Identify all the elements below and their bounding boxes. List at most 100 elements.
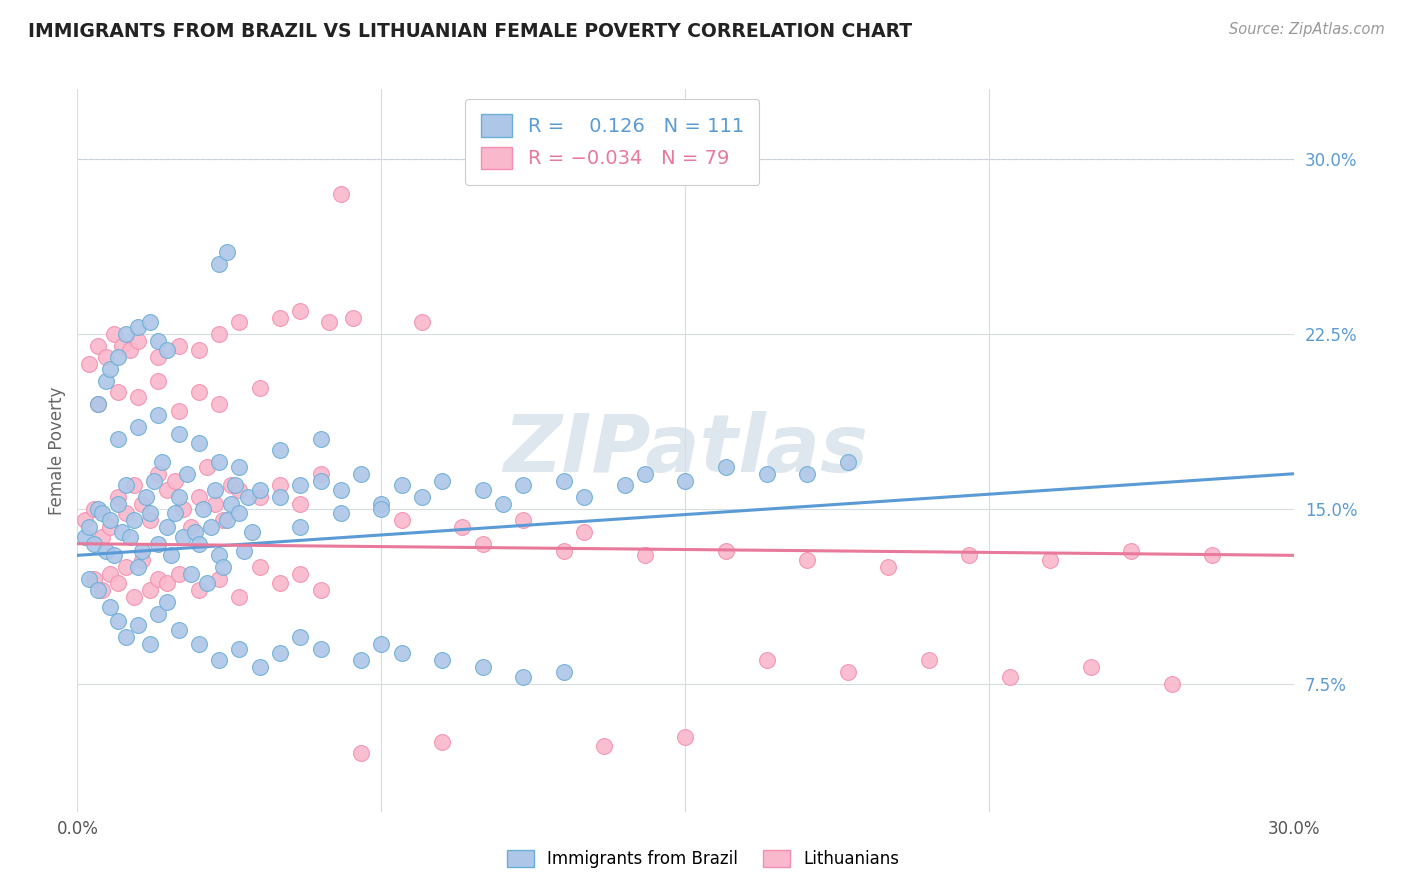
Point — [249, 560, 271, 574]
Point — [163, 474, 186, 488]
Point — [195, 576, 218, 591]
Point — [228, 641, 250, 656]
Legend: Immigrants from Brazil, Lithuanians: Immigrants from Brazil, Lithuanians — [499, 842, 907, 877]
Legend: R =    0.126   N = 111, R = −0.034   N = 79: R = 0.126 N = 111, R = −0.034 N = 79 — [465, 99, 759, 185]
Point — [79, 572, 101, 586]
Point — [212, 513, 235, 527]
Point — [188, 583, 211, 598]
Point — [148, 537, 170, 551]
Point — [309, 641, 332, 656]
Point — [613, 478, 636, 492]
Point — [75, 530, 97, 544]
Point — [148, 409, 170, 423]
Point — [411, 490, 433, 504]
Point — [188, 490, 211, 504]
Point — [217, 513, 239, 527]
Point — [553, 665, 575, 679]
Point — [350, 747, 373, 761]
Point — [107, 576, 129, 591]
Point — [593, 739, 616, 754]
Point — [83, 572, 105, 586]
Point — [204, 497, 226, 511]
Point — [370, 497, 392, 511]
Point — [188, 385, 211, 400]
Point — [430, 653, 453, 667]
Point — [1039, 553, 1062, 567]
Point — [329, 507, 352, 521]
Point — [471, 537, 494, 551]
Point — [111, 524, 134, 539]
Point — [208, 549, 231, 563]
Point — [122, 513, 145, 527]
Point — [204, 483, 226, 497]
Point — [240, 524, 263, 539]
Point — [1201, 549, 1223, 563]
Point — [131, 553, 153, 567]
Point — [107, 614, 129, 628]
Point — [796, 553, 818, 567]
Point — [139, 637, 162, 651]
Point — [152, 455, 174, 469]
Point — [553, 474, 575, 488]
Point — [98, 520, 121, 534]
Point — [188, 537, 211, 551]
Point — [675, 474, 697, 488]
Point — [172, 530, 194, 544]
Point — [94, 374, 117, 388]
Point — [269, 310, 291, 325]
Point — [200, 520, 222, 534]
Point — [309, 583, 332, 598]
Point — [98, 513, 121, 527]
Point — [228, 591, 250, 605]
Point — [329, 483, 352, 497]
Point — [430, 735, 453, 749]
Point — [148, 334, 170, 348]
Point — [553, 543, 575, 558]
Point — [492, 497, 515, 511]
Point — [350, 467, 373, 481]
Point — [221, 478, 243, 492]
Point — [79, 357, 101, 371]
Point — [309, 474, 332, 488]
Point — [208, 326, 231, 341]
Point — [290, 303, 312, 318]
Point — [107, 385, 129, 400]
Point — [135, 490, 157, 504]
Point — [127, 334, 149, 348]
Point — [167, 566, 190, 581]
Point — [127, 390, 149, 404]
Y-axis label: Female Poverty: Female Poverty — [48, 386, 66, 515]
Point — [212, 560, 235, 574]
Point — [249, 660, 271, 674]
Point — [837, 455, 859, 469]
Point — [290, 520, 312, 534]
Text: Source: ZipAtlas.com: Source: ZipAtlas.com — [1229, 22, 1385, 37]
Point — [115, 507, 138, 521]
Point — [155, 576, 177, 591]
Point — [249, 483, 271, 497]
Point — [167, 490, 190, 504]
Point — [155, 483, 177, 497]
Point — [90, 583, 112, 598]
Point — [309, 432, 332, 446]
Point — [118, 343, 141, 358]
Point — [471, 660, 494, 674]
Point — [430, 474, 453, 488]
Point — [269, 478, 291, 492]
Point — [103, 549, 125, 563]
Point — [148, 572, 170, 586]
Point — [796, 467, 818, 481]
Point — [127, 320, 149, 334]
Point — [86, 338, 108, 352]
Point — [83, 501, 105, 516]
Text: IMMIGRANTS FROM BRAZIL VS LITHUANIAN FEMALE POVERTY CORRELATION CHART: IMMIGRANTS FROM BRAZIL VS LITHUANIAN FEM… — [28, 22, 912, 41]
Point — [83, 537, 105, 551]
Point — [512, 669, 534, 683]
Point — [918, 653, 941, 667]
Point — [391, 646, 413, 660]
Point — [98, 566, 121, 581]
Point — [195, 459, 218, 474]
Point — [188, 343, 211, 358]
Point — [290, 497, 312, 511]
Point — [167, 338, 190, 352]
